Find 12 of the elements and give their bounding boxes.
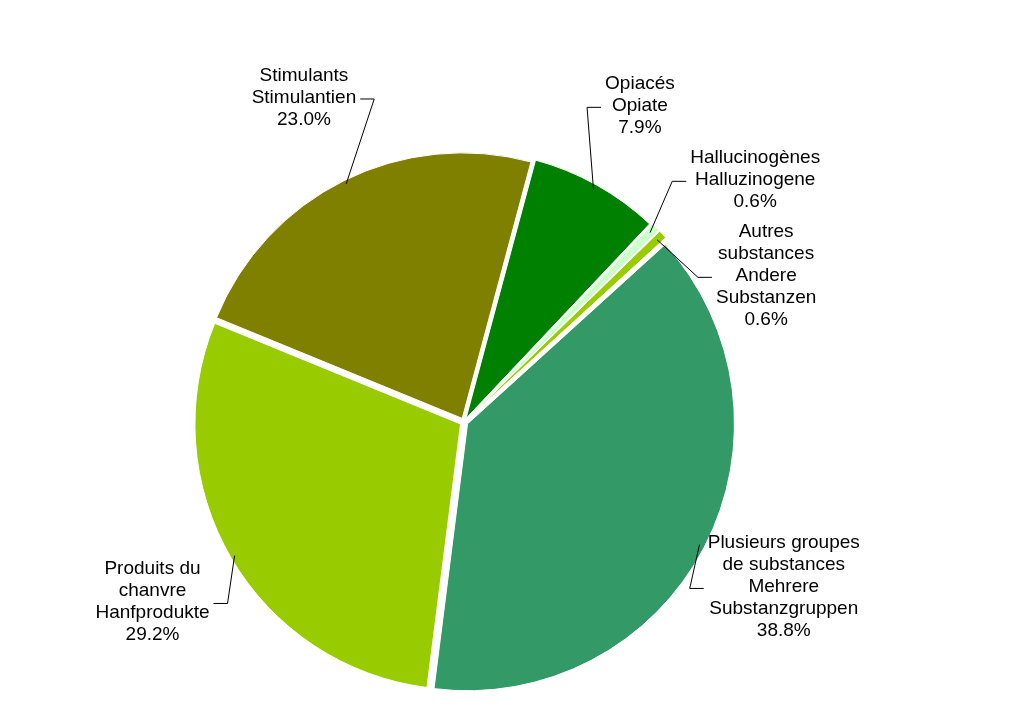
slice-label: Hallucinogènes Halluzinogene xyxy=(690,146,821,190)
data-label: 0.6% xyxy=(744,308,788,330)
slice-label: Autres substances Andere Substanzen xyxy=(715,220,817,308)
slice-label: Produits du chanvre Hanfprodukte xyxy=(95,557,210,623)
data-label: 38.8% xyxy=(756,619,811,641)
slice-label: Stimulants Stimulantien xyxy=(251,63,357,107)
data-label: 23.0% xyxy=(277,107,331,129)
data-label: 7.9% xyxy=(618,116,662,138)
data-label: 29.2% xyxy=(125,623,180,645)
data-label: 0.6% xyxy=(733,190,777,212)
slice-label: Opiacés Opiate xyxy=(605,72,675,116)
slice-label: Plusieurs groupes de substances Mehrere Substanzgruppen xyxy=(707,531,860,619)
